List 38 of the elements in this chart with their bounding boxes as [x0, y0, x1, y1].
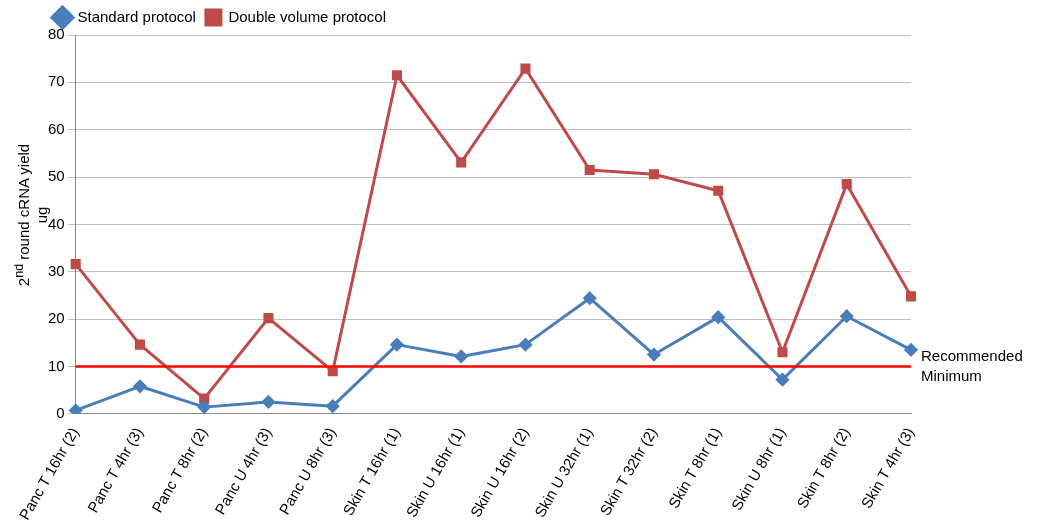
- y-tick-label: 20: [48, 309, 65, 327]
- point: [775, 373, 789, 387]
- point: [263, 313, 274, 324]
- point: [520, 63, 531, 74]
- ref-line-label: Recommended Minimum: [921, 346, 1023, 384]
- y-tick-label: 30: [48, 261, 65, 279]
- point: [584, 164, 595, 175]
- point: [904, 343, 918, 357]
- point: [841, 179, 852, 190]
- point: [261, 395, 275, 409]
- y-tick-label: 50: [48, 167, 65, 185]
- point: [905, 291, 917, 302]
- point: [199, 393, 210, 404]
- point: [456, 157, 467, 168]
- point: [713, 185, 724, 196]
- point: [69, 403, 83, 414]
- point: [134, 339, 145, 350]
- point: [647, 348, 661, 362]
- point: [391, 70, 402, 81]
- point: [648, 169, 660, 180]
- point: [518, 338, 532, 352]
- point: [390, 338, 404, 352]
- point: [777, 347, 788, 358]
- y-tick-label: 80: [48, 25, 65, 43]
- y-tick-label: 10: [48, 356, 65, 374]
- y-tick-label: 0: [56, 403, 65, 421]
- point: [133, 379, 147, 393]
- y-tick-label: 40: [48, 214, 65, 232]
- point: [197, 400, 211, 414]
- legend-label: Double volume protocol: [228, 7, 386, 25]
- point: [454, 349, 468, 363]
- y-tick-label: 70: [48, 72, 65, 90]
- y-tick-label: 60: [48, 119, 65, 137]
- point: [583, 291, 597, 305]
- point: [326, 399, 340, 413]
- legend-label: Standard protocol: [77, 7, 196, 25]
- point: [840, 309, 854, 323]
- point: [711, 310, 725, 324]
